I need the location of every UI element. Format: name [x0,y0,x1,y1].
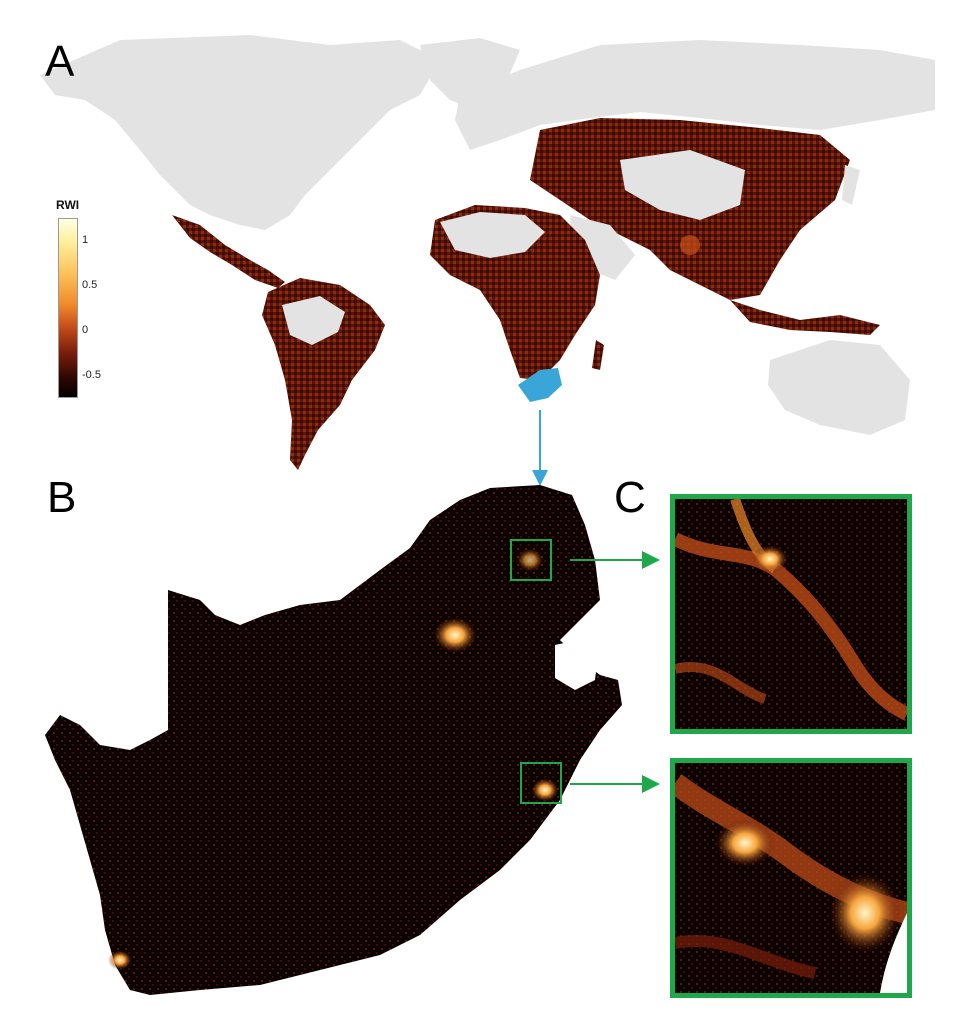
lesotho-gap [555,640,598,690]
zoom-inset-north [670,494,912,734]
north-america-region [40,35,440,230]
south-africa-map [45,485,622,995]
world-map [40,35,935,470]
gauteng-glow [433,617,477,653]
zoom-box-north [510,539,552,581]
south-africa-highlight [518,368,562,402]
panel-c-label: C [614,473,646,522]
durban-glow [531,778,559,802]
limpopo-glow [516,548,544,572]
legend-tick: 0 [82,324,89,336]
zoom-inset-north-canvas [675,499,907,729]
panel-b-label: B [47,473,77,522]
central-asia-no-data [620,150,745,220]
zoom-box-east [520,762,562,804]
panel-a-label: A [45,37,75,86]
south-africa-outline [45,485,622,995]
australia-no-data [768,340,910,435]
legend-title: RWI [56,198,80,212]
zoom-inset-east [670,758,912,998]
madagascar-region [592,340,604,370]
north-eurasia-region [455,40,935,150]
zoom-inset-east-canvas [675,763,907,993]
legend-tick: -0.5 [82,369,101,381]
indonesia-region [730,300,880,335]
japan-no-data [842,165,860,205]
legend-tick: 1 [82,234,89,246]
india-glow [680,235,700,255]
central-america-region [172,215,285,288]
sahara-no-data [440,212,545,258]
legend-tick: 0.5 [82,279,98,291]
amazon-no-data [282,296,345,345]
legend-colorbar [58,218,78,398]
capetown-glow [108,950,132,970]
